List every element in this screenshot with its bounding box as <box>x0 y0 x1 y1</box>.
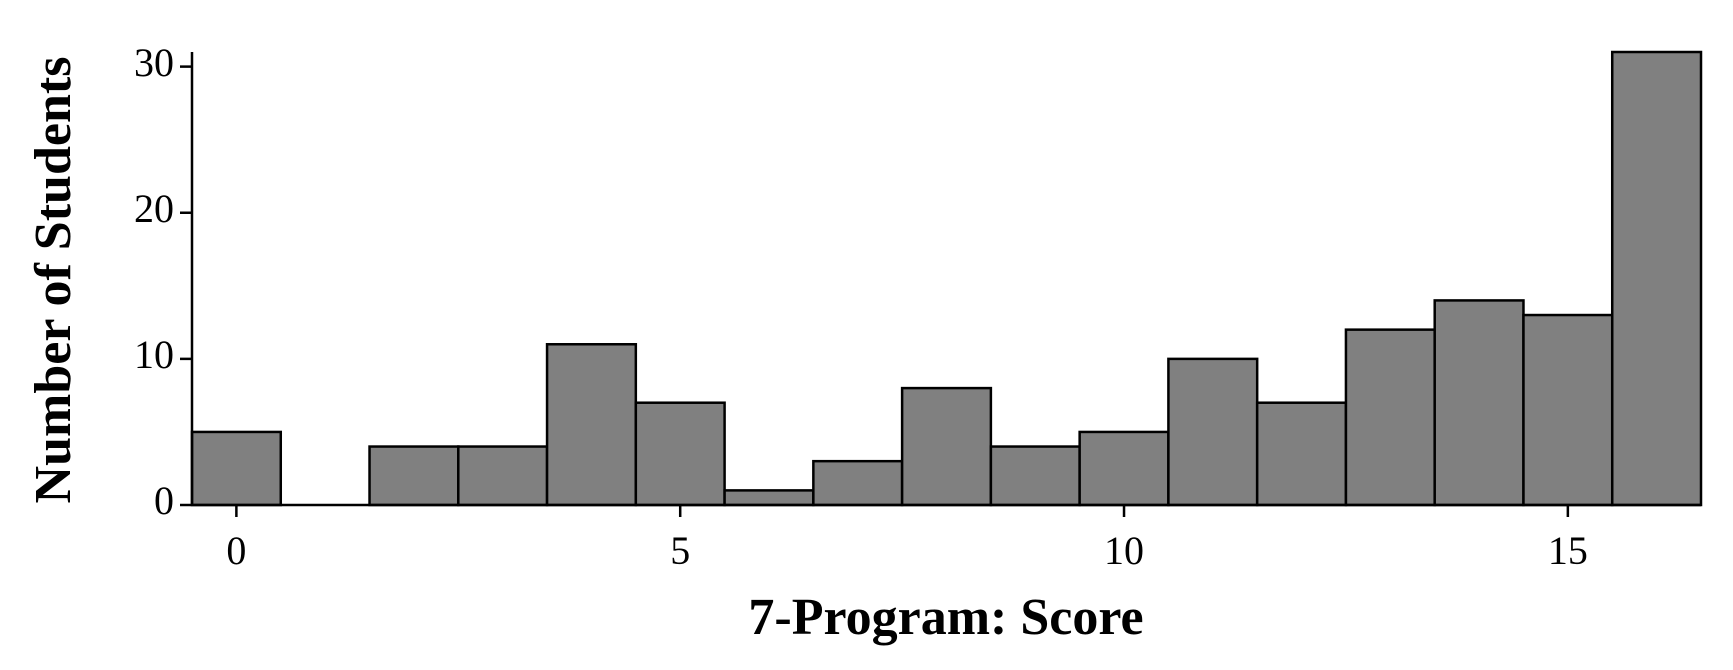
x-tick-label: 15 <box>1548 528 1588 573</box>
bar <box>723 489 815 507</box>
bar <box>1610 50 1703 507</box>
y-tick-label: 20 <box>134 186 174 231</box>
bar <box>368 445 460 507</box>
y-axis-title: Number of Students <box>25 57 82 504</box>
bar <box>1433 299 1525 507</box>
x-tick-label: 0 <box>226 528 246 573</box>
bar <box>1522 313 1614 507</box>
bar <box>545 343 638 507</box>
y-tick-label: 0 <box>154 478 174 523</box>
bar <box>989 445 1081 507</box>
x-axis-title: 7-Program: Score <box>748 589 1143 646</box>
y-tick-label: 30 <box>134 40 174 85</box>
bar <box>1344 328 1436 507</box>
bar <box>190 430 283 507</box>
bar <box>1078 430 1170 507</box>
bar <box>457 445 549 507</box>
bar <box>812 459 904 507</box>
y-tick-label: 10 <box>134 332 174 377</box>
bar <box>634 401 726 507</box>
bar <box>900 386 993 507</box>
x-tick-label: 5 <box>670 528 690 573</box>
bar <box>1167 357 1259 507</box>
bar <box>1255 401 1348 507</box>
x-tick-label: 10 <box>1104 528 1144 573</box>
